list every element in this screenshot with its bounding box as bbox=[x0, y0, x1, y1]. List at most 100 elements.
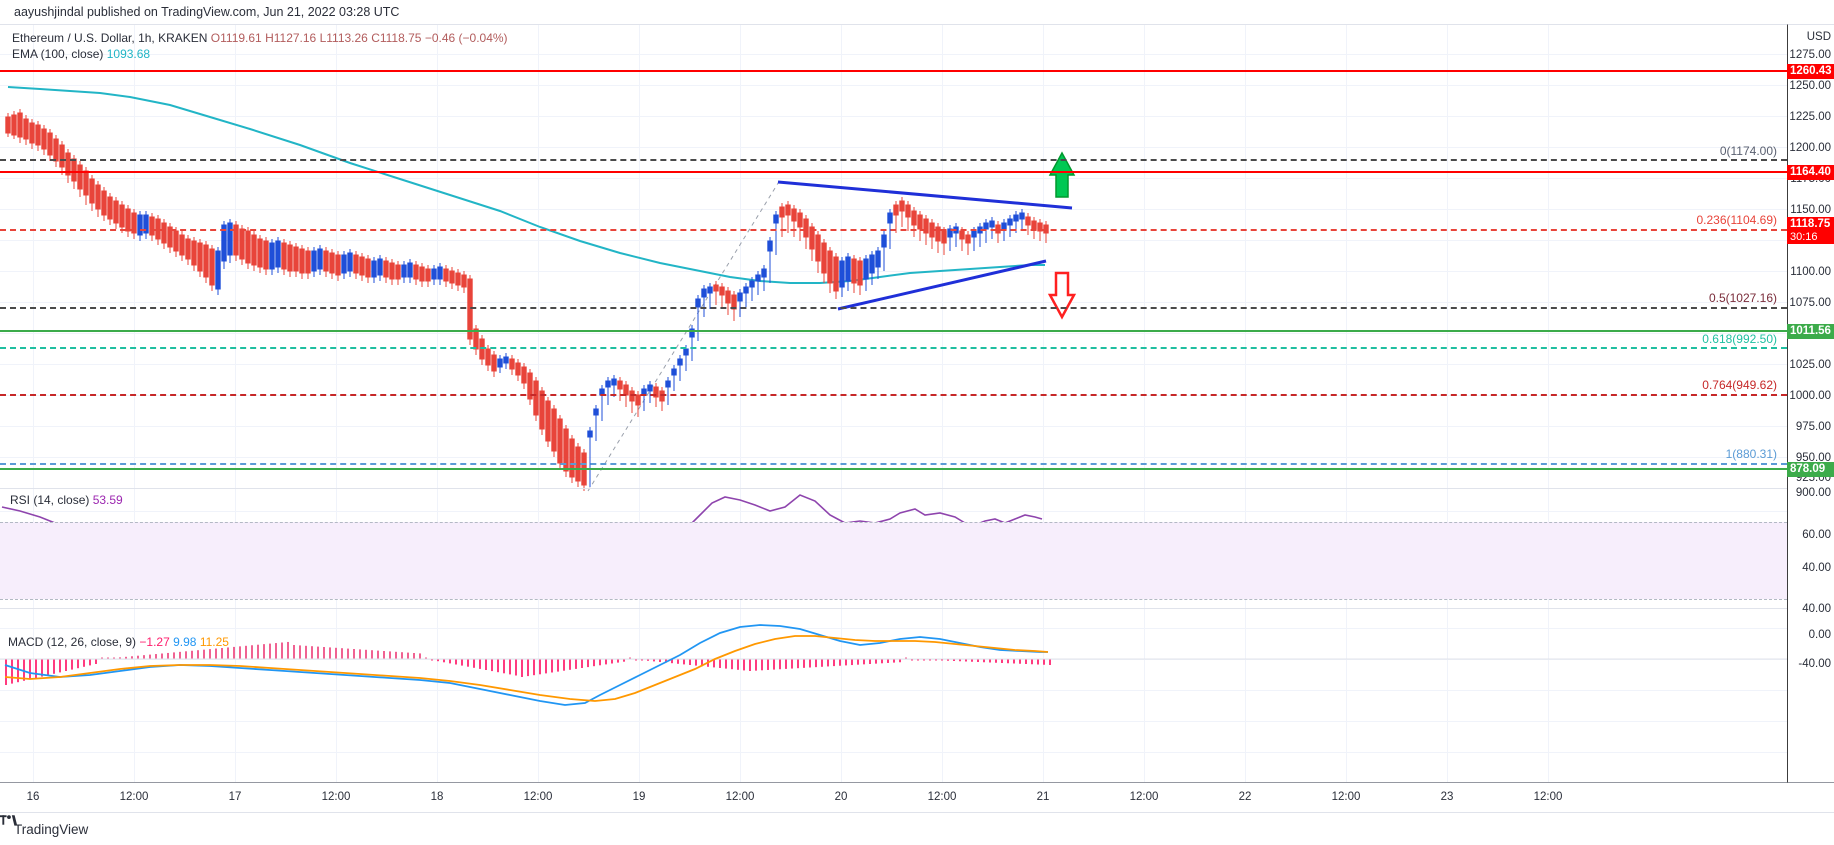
price-tick: 1250.00 bbox=[1789, 80, 1831, 92]
legend-exchange: KRAKEN bbox=[158, 31, 208, 45]
legend-change-percent: (−0.04%) bbox=[458, 31, 508, 45]
legend-low: L1113.26 bbox=[319, 31, 368, 45]
resistance-line-high[interactable] bbox=[0, 70, 1787, 72]
price-tick: 975.00 bbox=[1795, 421, 1831, 433]
price-tick: 1275.00 bbox=[1789, 49, 1831, 61]
resistance-line[interactable] bbox=[0, 171, 1787, 173]
price-tick: 1150.00 bbox=[1790, 204, 1831, 216]
publisher-header: aayushjindal published on TradingView.co… bbox=[0, 0, 1834, 24]
time-tick: 23 bbox=[1440, 791, 1454, 803]
fib-label-0618: 0.618(992.50) bbox=[1702, 332, 1777, 346]
price-tag-support-low: 878.09 bbox=[1787, 462, 1834, 477]
rsi-upper-bound bbox=[0, 522, 1787, 523]
legend-close: C1118.75 bbox=[371, 31, 422, 45]
price-tag-resistance: 1164.40 bbox=[1787, 165, 1834, 180]
time-tick: 22 bbox=[1238, 791, 1252, 803]
rsi-legend[interactable]: RSI (14, close) 53.59 bbox=[10, 493, 123, 507]
rsi-lower-bound bbox=[0, 599, 1787, 600]
fib-line-0[interactable] bbox=[0, 159, 1787, 161]
time-tick: 12:00 bbox=[119, 791, 149, 803]
bullish-breakout-arrow bbox=[1048, 151, 1076, 198]
price-tick: 900.00 bbox=[1795, 487, 1831, 499]
legend-high: H1127.16 bbox=[265, 31, 317, 45]
macd-label: MACD (12, 26, close, 9) bbox=[8, 635, 137, 649]
wedge-lower-trendline bbox=[837, 259, 1047, 311]
price-tag-resistance-high: 1260.43 bbox=[1787, 64, 1834, 79]
support-line[interactable] bbox=[0, 330, 1787, 332]
macd-tick: 40.00 bbox=[1802, 603, 1831, 615]
fib-anchor-line bbox=[587, 179, 781, 492]
symbol-legend[interactable]: Ethereum / U.S. Dollar, 1h, KRAKEN O1119… bbox=[12, 31, 508, 45]
fib-line-0618[interactable] bbox=[0, 347, 1787, 349]
rsi-pane-separator bbox=[0, 488, 1787, 489]
macd-value-3: 11.25 bbox=[199, 635, 229, 649]
macd-pane-separator bbox=[0, 608, 1787, 609]
support-line-low[interactable] bbox=[0, 468, 1787, 470]
chart-canvas[interactable]: Ethereum / U.S. Dollar, 1h, KRAKEN O1119… bbox=[0, 24, 1787, 783]
current-price-value: 1118.75 bbox=[1790, 218, 1831, 230]
time-tick: 12:00 bbox=[725, 791, 755, 803]
price-tick: 1200.00 bbox=[1789, 142, 1831, 154]
ema-label: EMA (100, close) bbox=[12, 47, 104, 61]
time-tick: 12:00 bbox=[1129, 791, 1159, 803]
fib-line-0764[interactable] bbox=[0, 394, 1787, 396]
ema-value: 1093.68 bbox=[106, 47, 151, 61]
macd-legend[interactable]: MACD (12, 26, close, 9) −1.27 9.98 11.25 bbox=[8, 635, 229, 649]
time-tick: 18 bbox=[430, 791, 444, 803]
fib-line-1[interactable] bbox=[0, 463, 1787, 465]
ema-100-line bbox=[7, 86, 1045, 284]
tradingview-brand: TradingView bbox=[14, 821, 89, 837]
time-axis[interactable]: 16 12:00 17 12:00 18 12:00 19 12:00 20 1… bbox=[0, 783, 1834, 813]
time-tick: 20 bbox=[834, 791, 848, 803]
tradingview-mark-icon bbox=[0, 815, 17, 825]
price-tick: 1225.00 bbox=[1789, 111, 1831, 123]
rsi-tick: 40.00 bbox=[1802, 562, 1831, 574]
price-tick: 1100.00 bbox=[1790, 266, 1831, 278]
time-tick: 12:00 bbox=[321, 791, 351, 803]
bearish-breakdown-arrow bbox=[1047, 271, 1077, 320]
fib-line-05[interactable] bbox=[0, 307, 1787, 309]
macd-tick: -40.00 bbox=[1798, 658, 1831, 670]
price-tick: 1025.00 bbox=[1789, 359, 1831, 371]
wedge-upper-trendline bbox=[777, 180, 1073, 210]
price-tick: 1000.00 bbox=[1789, 390, 1831, 402]
time-tick: 17 bbox=[228, 791, 242, 803]
fib-label-0236: 0.236(1104.69) bbox=[1696, 213, 1777, 227]
price-axis[interactable]: USD 1275.00 1250.00 1225.00 1200.00 1175… bbox=[1787, 24, 1834, 783]
time-tick: 12:00 bbox=[523, 791, 553, 803]
legend-interval: 1h, bbox=[138, 31, 155, 45]
rsi-tick: 60.00 bbox=[1802, 529, 1831, 541]
price-tag-support: 1011.56 bbox=[1787, 324, 1834, 339]
legend-symbol: Ethereum / U.S. Dollar, bbox=[12, 31, 135, 45]
macd-value-1: −1.27 bbox=[139, 635, 170, 649]
macd-tick: 0.00 bbox=[1808, 629, 1831, 641]
tradingview-logo[interactable]: TradingView bbox=[0, 815, 89, 837]
rsi-label: RSI (14, close) bbox=[10, 493, 90, 507]
fib-label-05: 0.5(1027.16) bbox=[1708, 291, 1777, 305]
current-price-tag: 1118.75 30:16 bbox=[1787, 217, 1834, 244]
rsi-value: 53.59 bbox=[92, 493, 123, 507]
fib-line-0236[interactable] bbox=[0, 229, 1787, 231]
price-tick: 950.00 bbox=[1795, 452, 1831, 464]
fib-label-0: 0(1174.00) bbox=[1719, 144, 1777, 158]
fib-label-1: 1(880.31) bbox=[1725, 447, 1777, 461]
publisher-text: aayushjindal published on TradingView.co… bbox=[14, 5, 400, 19]
price-series bbox=[7, 86, 1077, 492]
fib-label-0764: 0.764(949.62) bbox=[1702, 378, 1777, 392]
candlestick-layer bbox=[5, 109, 1049, 491]
macd-value-2: 9.98 bbox=[173, 635, 197, 649]
ema-legend[interactable]: EMA (100, close) 1093.68 bbox=[12, 47, 150, 61]
macd-series bbox=[0, 624, 1787, 706]
legend-open: O1119.61 bbox=[210, 31, 262, 45]
price-axis-unit: USD bbox=[1806, 31, 1831, 43]
time-tick: 19 bbox=[632, 791, 646, 803]
footer: TradingView bbox=[0, 813, 1834, 845]
time-tick: 12:00 bbox=[927, 791, 957, 803]
legend-change: −0.46 bbox=[424, 31, 456, 45]
price-tick: 1075.00 bbox=[1789, 297, 1831, 309]
time-tick: 12:00 bbox=[1533, 791, 1563, 803]
time-tick: 12:00 bbox=[1331, 791, 1361, 803]
time-tick: 21 bbox=[1036, 791, 1050, 803]
bar-countdown: 30:16 bbox=[1790, 231, 1818, 243]
